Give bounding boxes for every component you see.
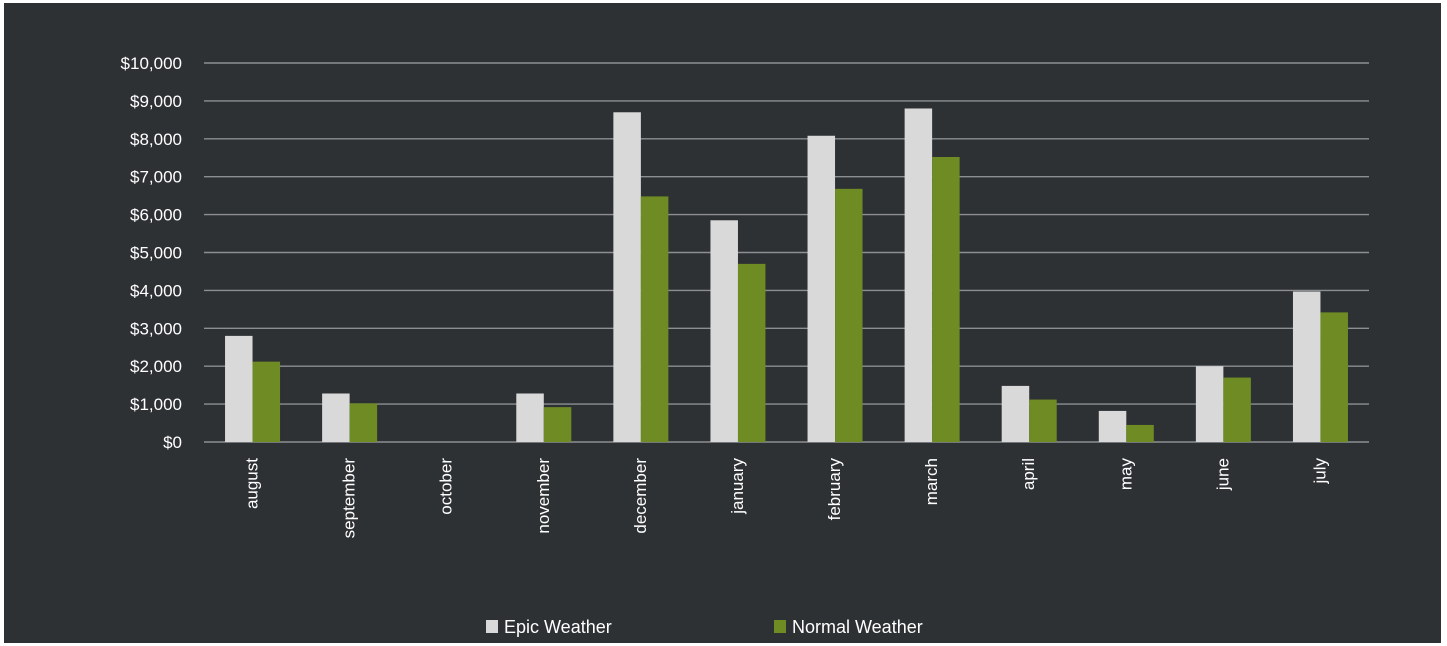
x-tick-label: april <box>1019 458 1038 490</box>
legend-swatch <box>774 620 786 633</box>
x-axis-labels: august september october november december ja… <box>243 458 1330 539</box>
x-tick-label: january <box>728 458 747 515</box>
bar-epic-weather-august <box>225 335 253 442</box>
bar-chart: $0 $1,000 $2,000 $3,000 $4,000 $5,000 $6,000 $7… <box>121 54 1369 637</box>
x-tick-label: october <box>437 458 456 515</box>
chart-area: $0 $1,000 $2,000 $3,000 $4,000 $5,000 $6,000 $7… <box>4 3 1441 643</box>
bar-normal-weather-may <box>1126 424 1154 442</box>
gridlines <box>204 62 1369 443</box>
legend-swatch <box>486 620 498 633</box>
bar-epic-weather-december <box>613 112 641 443</box>
x-tick-label: july <box>1310 458 1329 485</box>
bar-epic-weather-september <box>322 393 350 442</box>
bar-epic-weather-july <box>1292 291 1321 442</box>
y-tick-label: $0 <box>163 433 182 452</box>
bar-epic-weather-june <box>1195 366 1224 442</box>
y-tick-label: $9,000 <box>130 92 182 111</box>
bar-normal-weather-february <box>835 188 863 442</box>
legend-label: Epic Weather <box>504 617 612 637</box>
legend: Epic Weather Normal Weather <box>486 617 923 637</box>
bar-normal-weather-july <box>1320 312 1348 442</box>
x-tick-label: december <box>631 458 650 534</box>
y-tick-label: $8,000 <box>130 130 182 149</box>
bar-normal-weather-november <box>543 407 572 442</box>
x-tick-label: february <box>825 458 844 521</box>
y-axis-ticks: $0 $1,000 $2,000 $3,000 $4,000 $5,000 $6,000 $7… <box>121 54 182 452</box>
bars <box>225 108 1348 443</box>
x-tick-label: march <box>922 458 941 505</box>
x-tick-label: may <box>1116 458 1135 491</box>
bar-epic-weather-april <box>1001 385 1030 442</box>
bar-normal-weather-december <box>640 196 669 442</box>
y-tick-label: $7,000 <box>130 168 182 187</box>
x-tick-label: june <box>1213 458 1232 491</box>
x-tick-label: september <box>340 458 359 539</box>
y-tick-label: $4,000 <box>130 281 182 300</box>
y-tick-label: $5,000 <box>130 244 182 263</box>
bar-normal-weather-march <box>932 156 960 442</box>
y-tick-label: $3,000 <box>130 319 182 338</box>
y-tick-label: $2,000 <box>130 357 182 376</box>
bar-normal-weather-september <box>349 403 378 442</box>
bar-epic-weather-november <box>516 393 544 442</box>
bar-normal-weather-june <box>1223 377 1251 442</box>
x-tick-label: august <box>243 458 262 509</box>
bar-normal-weather-april <box>1029 399 1057 442</box>
bar-normal-weather-august <box>252 361 281 442</box>
y-tick-label: $10,000 <box>121 54 182 73</box>
y-tick-label: $6,000 <box>130 206 182 225</box>
bar-epic-weather-may <box>1098 410 1127 442</box>
bar-epic-weather-march <box>904 108 933 442</box>
legend-label: Normal Weather <box>792 617 923 637</box>
y-tick-label: $1,000 <box>130 395 182 414</box>
bar-epic-weather-january <box>710 220 738 442</box>
bar-epic-weather-february <box>807 135 836 442</box>
x-tick-label: november <box>534 458 553 534</box>
bar-normal-weather-january <box>737 263 766 442</box>
